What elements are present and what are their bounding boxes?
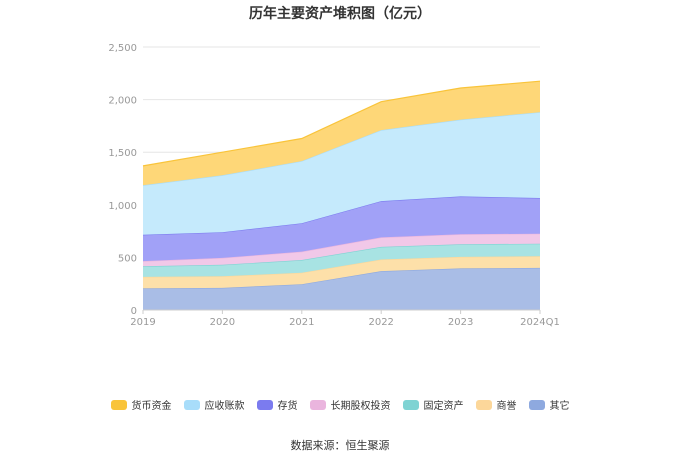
- legend-swatch: [475, 399, 492, 410]
- legend-label: 存货: [277, 401, 298, 412]
- legend-swatch: [402, 399, 419, 410]
- legend-item[interactable]: 存货: [256, 397, 298, 412]
- legend-swatch: [110, 399, 127, 410]
- y-tick-label: 500: [118, 253, 137, 264]
- chart-title: 历年主要资产堆积图（亿元）: [249, 6, 431, 22]
- legend-label: 长期股权投资: [330, 401, 391, 412]
- area-series-其它: [143, 267, 540, 310]
- data-source: 数据来源：恒生聚源: [290, 439, 390, 452]
- y-tick-label: 1,000: [108, 201, 137, 212]
- series-line-货币资金: [142, 80, 541, 167]
- y-tick-label: 2,000: [108, 96, 137, 107]
- legend-item[interactable]: 货币资金: [110, 397, 172, 412]
- y-tick-label: 0: [131, 306, 137, 317]
- legend-item[interactable]: 长期股权投资: [309, 397, 391, 412]
- legend-swatch: [309, 399, 326, 410]
- area-series-货币资金: [143, 81, 540, 186]
- legend-swatch: [528, 399, 545, 410]
- x-tick-label: 2021: [289, 317, 314, 328]
- x-tick-label: 2022: [368, 317, 393, 328]
- legend-swatch: [256, 399, 273, 410]
- legend-label: 货币资金: [131, 401, 172, 412]
- legend-label: 其它: [549, 401, 570, 412]
- x-tick-label: 2019: [130, 317, 155, 328]
- legend-label: 应收账款: [204, 401, 245, 412]
- x-tick-label: 2020: [210, 317, 235, 328]
- legend-item[interactable]: 应收账款: [183, 397, 245, 412]
- y-tick-label: 1,500: [108, 148, 137, 159]
- area-series-商誉: [143, 256, 540, 289]
- x-tick-label: 2023: [448, 317, 473, 328]
- legend-swatch: [183, 399, 200, 410]
- legend-item[interactable]: 固定资产: [402, 397, 464, 412]
- area-series-固定资产: [143, 243, 540, 277]
- legend-item[interactable]: 其它: [528, 397, 570, 412]
- legend-item[interactable]: 商誉: [475, 397, 517, 412]
- y-tick-label: 2,500: [108, 43, 137, 54]
- area-series-长期股权投资: [143, 233, 540, 267]
- area-series-存货: [143, 196, 540, 262]
- legend-label: 商誉: [496, 401, 517, 412]
- area-series-应收账款: [143, 112, 540, 235]
- legend-label: 固定资产: [423, 401, 464, 412]
- legend: 货币资金 应收账款 存货 长期股权投资 固定资产 商誉 其它: [0, 397, 680, 412]
- stacked-area-chart: 0 500 1,000 1,500 2,000 2,500 2019 2020 2021 2022…: [108, 43, 560, 328]
- x-tick-label: 2024Q1: [520, 317, 560, 328]
